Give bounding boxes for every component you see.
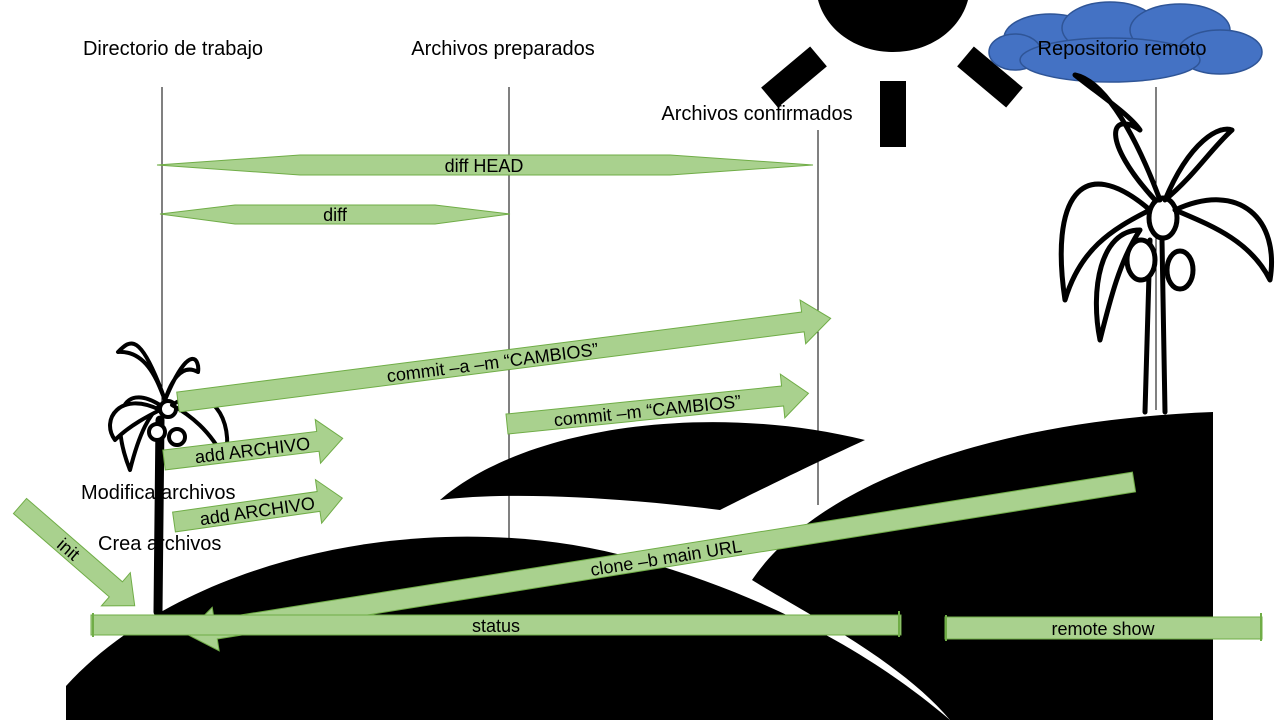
sun-icon — [761, 0, 1023, 147]
label-diff: diff — [323, 205, 348, 225]
palm-tree-right — [1058, 72, 1274, 415]
label-diff-head: diff HEAD — [445, 156, 524, 176]
palm-tree-icon — [108, 72, 1274, 617]
arrow-init: init — [12, 497, 136, 607]
arrow-diff-head: diff HEAD — [156, 154, 814, 176]
action-labels: Modifica archivos Crea archivos — [81, 482, 236, 555]
arrow-diff: diff — [159, 204, 511, 225]
command-arrows: diff HEAD diff commit –a –m “CAMBIOS” ad… — [12, 154, 1263, 652]
bar-status: status — [90, 611, 902, 637]
label-remote-show: remote show — [1051, 619, 1155, 639]
label-commit-all: commit –a –m “CAMBIOS” — [386, 339, 600, 386]
arrow-add-1: add ARCHIVO — [162, 418, 344, 471]
column-headers: Directorio de trabajo Archivos preparado… — [83, 38, 1207, 125]
header-remote: Repositorio remoto — [1038, 38, 1207, 60]
header-working-dir: Directorio de trabajo — [83, 38, 263, 60]
cloud-icon — [988, 1, 1263, 83]
header-committed: Archivos confirmados — [661, 103, 852, 125]
header-staged: Archivos preparados — [411, 38, 594, 60]
label-modify-files: Modifica archivos — [81, 482, 236, 504]
label-status: status — [472, 616, 520, 636]
palm-tree-left — [108, 341, 230, 617]
bar-remote-show: remote show — [944, 613, 1263, 641]
label-create-files: Crea archivos — [98, 533, 221, 555]
hill-middle — [440, 422, 865, 510]
